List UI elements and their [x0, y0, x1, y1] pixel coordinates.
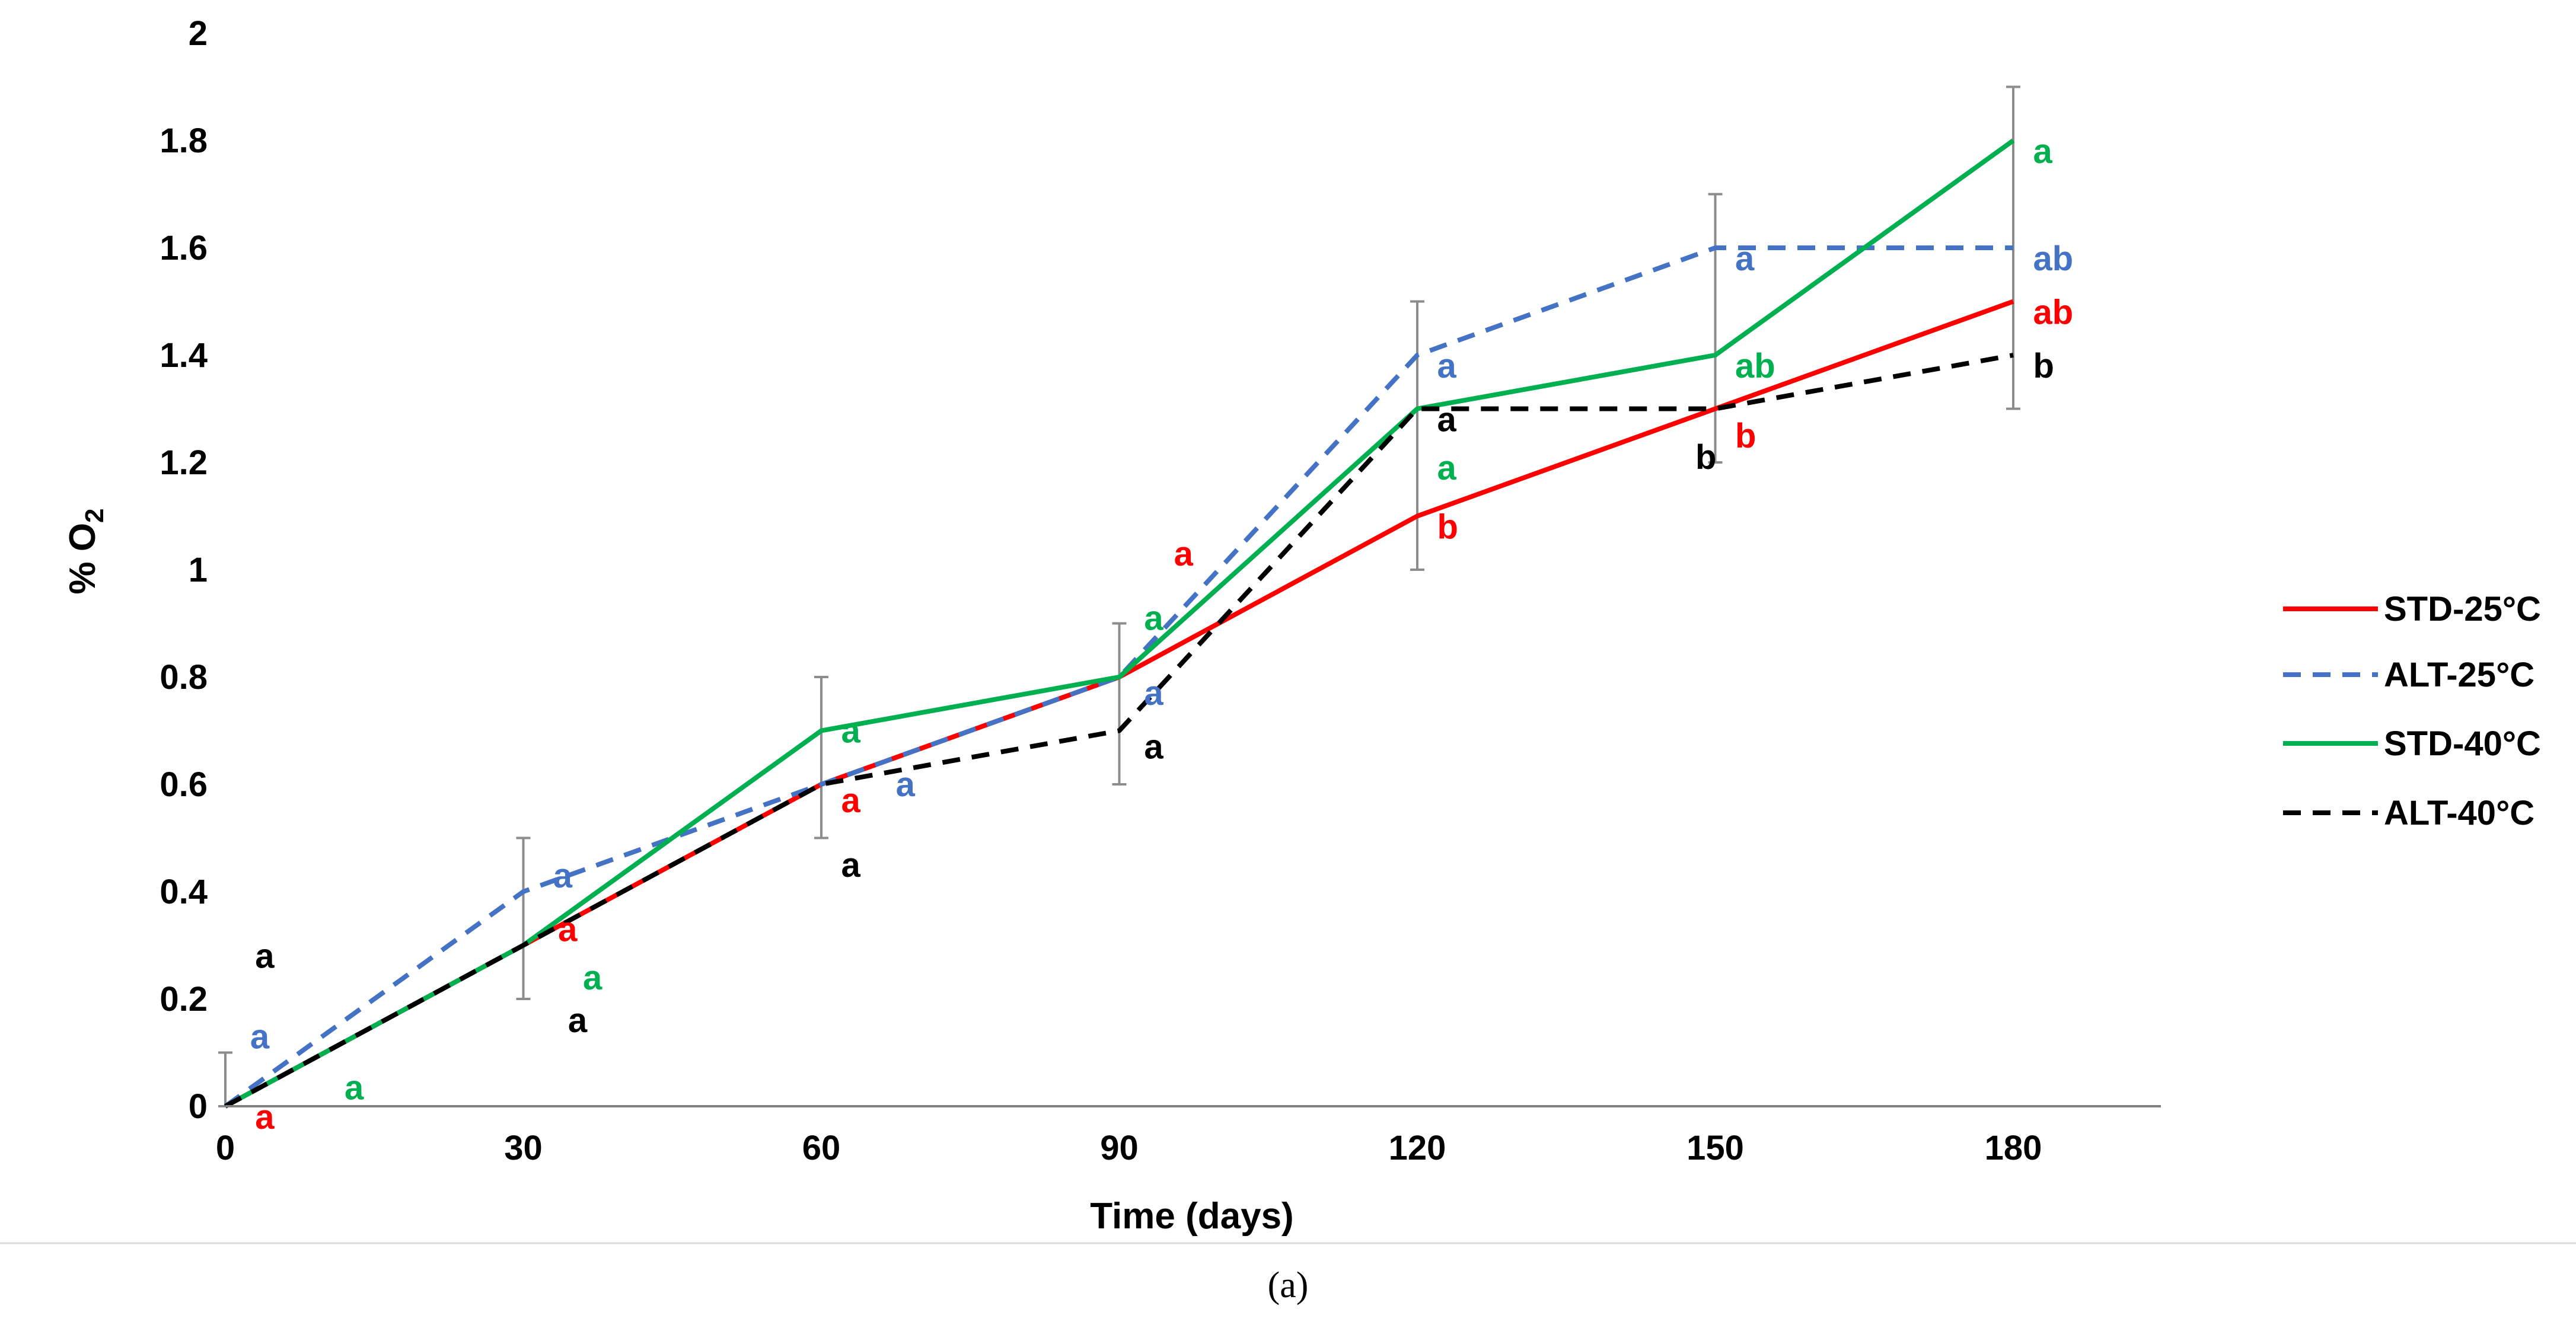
significance-letter: a	[1735, 240, 1755, 278]
y-tick-label: 1.4	[160, 336, 208, 375]
significance-letter: a	[255, 937, 275, 976]
significance-letter: a	[841, 712, 861, 751]
significance-letter: a	[1144, 728, 1163, 767]
significance-letter: a	[345, 1068, 364, 1107]
significance-letter: a	[841, 781, 861, 820]
error-bar	[1112, 622, 1127, 786]
significance-letter: a	[896, 765, 916, 804]
y-axis-title-main: % O	[62, 523, 103, 595]
significance-letter: a	[1174, 535, 1194, 573]
y-tick-label: 0.4	[160, 873, 208, 911]
error-bar	[218, 1051, 232, 1107]
y-tick-label: 1	[189, 551, 208, 589]
significance-letter: a	[568, 1001, 588, 1040]
significance-letter: a	[255, 1098, 275, 1136]
series-line-alt-40-c	[224, 353, 2014, 1109]
y-tick-label: 0.6	[160, 765, 208, 804]
legend-label: ALT-25°C	[2384, 656, 2534, 694]
significance-letter: b	[2033, 347, 2054, 385]
legend-item: ALT-40°C	[2283, 794, 2534, 832]
legend-label: STD-25°C	[2384, 590, 2541, 628]
significance-letter: a	[1437, 401, 1457, 439]
legend-label: ALT-40°C	[2384, 794, 2534, 832]
x-tick-label: 180	[1985, 1129, 2042, 1167]
tick-labels: 0 30 60 90 120 150 180 0 0.2 0.4 0.6 0.8 1 1.2 1.4 1.6 1…	[160, 14, 2042, 1167]
x-tick-label: 60	[802, 1129, 841, 1167]
series-line-alt-25-c	[224, 245, 2013, 1109]
error-bar	[1410, 300, 1424, 571]
x-tick-label: 30	[504, 1129, 543, 1167]
x-tick-label: 120	[1389, 1129, 1446, 1167]
y-tick-label: 0.8	[160, 658, 208, 697]
error-bar	[516, 836, 531, 1000]
significance-letter: a	[553, 857, 573, 895]
figure-caption: (a)	[1268, 1265, 1309, 1305]
significance-letter: ab	[2033, 293, 2074, 332]
legend-item: ALT-25°C	[2283, 656, 2534, 694]
significance-letter: b	[1695, 438, 1716, 477]
y-axis-title-subscript: 2	[80, 508, 109, 522]
y-tick-label: 0.2	[160, 980, 208, 1019]
significance-letter: a	[841, 846, 861, 885]
y-tick-label: 1.8	[160, 122, 208, 160]
x-tick-label: 90	[1100, 1129, 1139, 1167]
y-tick-label: 2	[189, 14, 208, 53]
significance-letter: ab	[2033, 240, 2074, 278]
error-bar	[1708, 193, 1723, 464]
significance-letter: b	[1437, 508, 1458, 547]
legend-item: STD-40°C	[2283, 724, 2541, 763]
significance-letter: a	[1144, 674, 1163, 713]
significance-letter: a	[583, 959, 602, 997]
significance-letter: b	[1735, 417, 1756, 455]
x-tick-label: 150	[1686, 1129, 1744, 1167]
x-axis-title: Time (days)	[1090, 1196, 1293, 1237]
x-tick-label: 0	[216, 1129, 235, 1167]
significance-letter: a	[250, 1017, 270, 1056]
significance-letter: a	[2033, 132, 2053, 171]
y-axis-title: % O2	[62, 508, 109, 594]
significance-letter: ab	[1735, 347, 1775, 385]
series-lines	[224, 138, 2015, 1109]
legend: STD-25°C ALT-25°C STD-40°C ALT-40°C	[2283, 590, 2541, 832]
significance-letter: a	[558, 910, 578, 949]
error-bar	[814, 676, 828, 839]
y-tick-label: 1.6	[160, 229, 208, 267]
significance-letter: a	[1144, 599, 1163, 637]
y-tick-label: 1.2	[160, 443, 208, 482]
legend-label: STD-40°C	[2384, 724, 2541, 763]
significance-letter: a	[1437, 449, 1457, 487]
significance-letter: a	[1437, 347, 1457, 385]
y-tick-label: 0	[189, 1087, 208, 1126]
legend-item: STD-25°C	[2283, 590, 2541, 628]
